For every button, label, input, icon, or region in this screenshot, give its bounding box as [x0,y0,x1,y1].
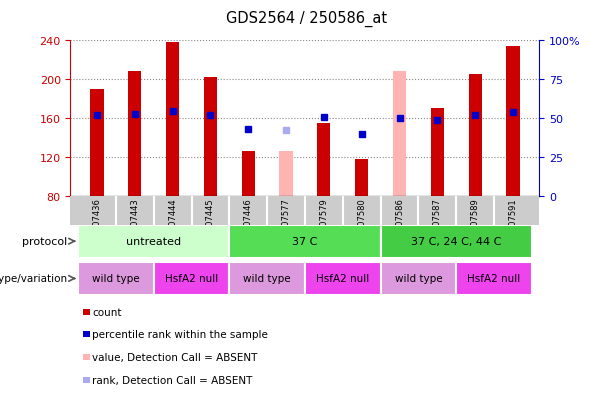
Text: GSM107436: GSM107436 [93,198,102,248]
Bar [280,152,292,196]
Text: GSM107443: GSM107443 [131,198,139,248]
Bar [305,262,381,295]
Bar [242,152,255,196]
Bar [355,159,368,196]
Text: wild type: wild type [92,274,140,284]
Bar [78,225,229,258]
Text: GSM107446: GSM107446 [244,198,253,248]
Text: HsfA2 null: HsfA2 null [165,274,218,284]
Text: HsfA2 null: HsfA2 null [316,274,370,284]
Text: protocol: protocol [22,237,67,247]
Bar [468,75,482,196]
Bar [393,72,406,196]
Text: wild type: wild type [243,274,291,284]
Text: GSM107445: GSM107445 [206,198,215,248]
Bar [229,225,381,258]
Text: GSM107589: GSM107589 [471,198,479,248]
Text: untreated: untreated [126,237,181,247]
Text: GSM107579: GSM107579 [319,198,329,248]
Text: wild type: wild type [395,274,442,284]
Bar [381,225,532,258]
Bar [204,78,217,196]
Bar [229,262,305,295]
Text: 37 C, 24 C, 44 C: 37 C, 24 C, 44 C [411,237,501,247]
Bar [431,109,444,196]
Text: rank, Detection Call = ABSENT: rank, Detection Call = ABSENT [92,375,253,385]
Text: GSM107580: GSM107580 [357,198,366,248]
Text: 37 C: 37 C [292,237,318,247]
Text: GSM107577: GSM107577 [281,198,291,248]
Bar [506,47,520,196]
Bar [78,262,154,295]
Bar [128,72,142,196]
Bar [381,262,456,295]
Text: value, Detection Call = ABSENT: value, Detection Call = ABSENT [92,352,257,362]
Bar [318,123,330,196]
Text: GSM107586: GSM107586 [395,198,404,248]
Text: GDS2564 / 250586_at: GDS2564 / 250586_at [226,10,387,27]
Text: percentile rank within the sample: percentile rank within the sample [92,330,268,339]
Text: GSM107591: GSM107591 [508,198,517,248]
Text: GSM107587: GSM107587 [433,198,442,248]
Text: genotype/variation: genotype/variation [0,274,67,284]
Text: count: count [92,307,121,317]
Bar [456,262,532,295]
Text: HsfA2 null: HsfA2 null [468,274,520,284]
Bar [90,90,104,196]
Text: GSM107444: GSM107444 [168,198,177,248]
Bar [154,262,229,295]
Bar [166,43,179,196]
